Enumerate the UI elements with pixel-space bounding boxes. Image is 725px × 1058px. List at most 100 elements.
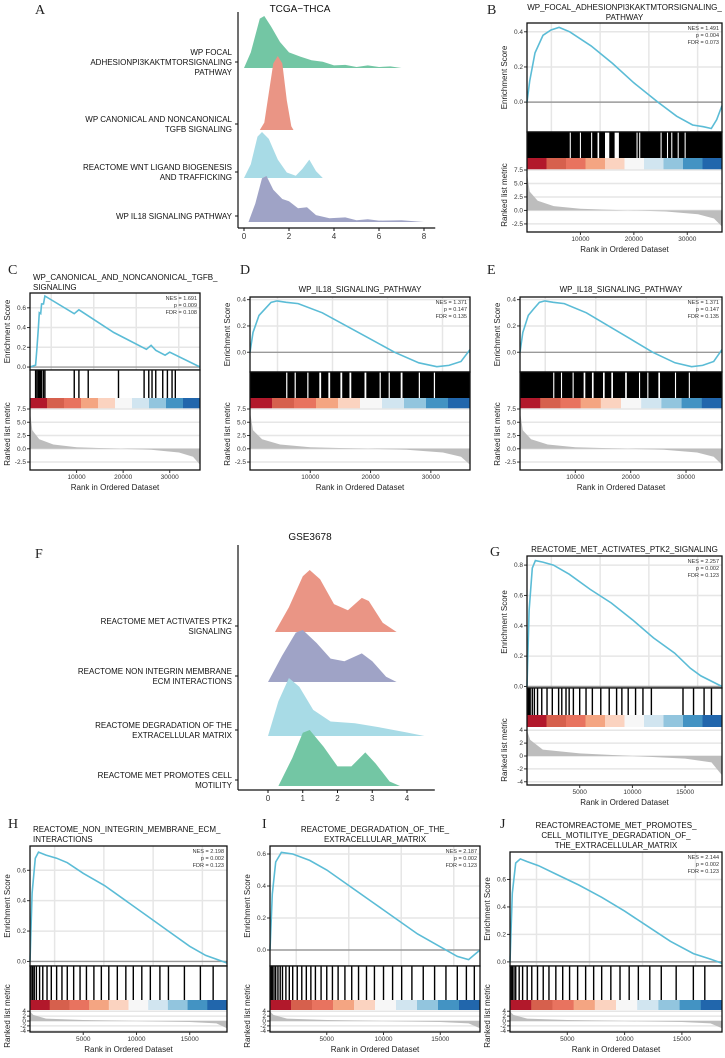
y-tick-label: 0.4 [514, 623, 523, 630]
y-tick-label: 0.0 [17, 364, 26, 371]
chart-title: WP_FOCAL_ADHESIONPI3KAKTMTORSIGNALING_ [527, 3, 722, 12]
x-tick-label: 30000 [161, 474, 179, 481]
es-plot-area [527, 556, 722, 688]
barcode-gap [614, 132, 619, 158]
panel-D: D WP_IL18_SIGNALING_PATHWAY 0.0 0.2 0.4 NES =… [223, 263, 471, 492]
y-tick-label: 0.2 [507, 323, 516, 330]
category-label: REACTOME MET ACTIVATES PTK2 [101, 617, 233, 626]
x-tick-label: 4 [332, 232, 337, 241]
colorbar-segment [566, 158, 586, 170]
ranked-metric-area [250, 411, 470, 465]
ridge-density [244, 16, 402, 68]
x-tick-label: 30000 [422, 474, 440, 481]
barcode-gap [611, 372, 613, 398]
es-plot-area [270, 846, 480, 966]
chart-title: CELL_MOTILITYE_DEGRADATION_OF_ [541, 831, 691, 840]
ridge-density [268, 630, 397, 682]
barcode-gap [569, 132, 571, 158]
y-tick-label: 0.2 [514, 64, 523, 71]
colorbar-segment [404, 398, 427, 409]
panel-label: B [487, 3, 496, 18]
barcode-gap [583, 372, 586, 398]
colorbar-segment [30, 398, 48, 409]
colorbar-segment [600, 398, 622, 409]
chart-title: TCGA−THCA [270, 4, 331, 15]
x-tick-label: 20000 [114, 474, 132, 481]
barcode-gap [597, 132, 600, 158]
x-tick-label: 10000 [127, 1036, 145, 1043]
lower-frame [526, 131, 723, 233]
chart-title: PATHWAY [606, 13, 644, 22]
enrichment-curve [29, 294, 201, 368]
y-tick-label: 0 [519, 753, 523, 760]
x-tick-label: 6 [377, 232, 382, 241]
barcode-gap [671, 132, 673, 158]
barcode-gap [319, 372, 322, 398]
y-tick-label: 0.0 [514, 207, 523, 214]
colorbar-segment [333, 1000, 355, 1010]
barcode-gap [660, 132, 662, 158]
y-axis-title-ranked: Ranked list metric [243, 984, 252, 1048]
colorbar-segment [207, 1000, 228, 1010]
y-axis-title-ranked: Ranked list metric [3, 402, 12, 466]
y-tick-label: 0.0 [17, 958, 26, 965]
colorbar-segment [98, 398, 116, 409]
panel-B: B WP_FOCAL_ADHESIONPI3KAKTMTORSIGNALING_P… [487, 3, 723, 254]
colorbar-segment [641, 398, 662, 409]
chart-title: WP_IL18_SIGNALING_PATHWAY [560, 285, 684, 294]
barcode-gap [688, 372, 690, 398]
panel-label: C [8, 263, 17, 278]
y-tick-label: 0.0 [507, 349, 516, 356]
panel-A: A TCGA−THCA 0 2 4 6 8 WP FOCALADHESIONPI3KAKTMT… [35, 3, 436, 241]
panel-label: G [490, 545, 500, 560]
y-tick-label: 2 [502, 1013, 506, 1020]
ridge-density [278, 730, 401, 786]
x-tick-label: 10000 [566, 474, 584, 481]
x-axis-title: Rank in Ordered Dataset [331, 1045, 420, 1054]
ranked-metric-area [30, 1011, 227, 1029]
colorbar-segment [187, 1000, 208, 1010]
colorbar-segment [183, 398, 201, 409]
stat-label: p = 0.009 [174, 303, 197, 309]
x-tick-label: 0 [266, 794, 271, 803]
x-tick-label: 8 [422, 232, 427, 241]
y-tick-label: 4 [519, 727, 523, 734]
colorbar-segment [605, 715, 625, 727]
y-tick-label: 0.6 [17, 867, 26, 874]
y-tick-label: 0.4 [237, 297, 246, 304]
y-axis-title-ranked: Ranked list metric [493, 402, 502, 466]
y-tick-label: -4 [260, 1028, 266, 1035]
category-label: WP FOCAL [190, 48, 232, 57]
colorbar-segment [644, 158, 664, 170]
y-axis-title-ranked: Ranked list metric [223, 402, 232, 466]
stat-label: NES = 2.257 [688, 559, 719, 565]
category-label: WP CANONICAL AND NONCANONICAL [85, 115, 232, 124]
category-label: WP IL18 SIGNALING PATHWAY [116, 212, 233, 221]
colorbar-segment [375, 1000, 397, 1010]
enrichment-curve [269, 851, 481, 961]
colorbar-segment [382, 398, 405, 409]
x-tick-label: 2 [335, 794, 340, 803]
y-axis-title: Enrichment Score [3, 299, 12, 363]
panel-label: E [487, 263, 496, 278]
y-tick-label: 4 [262, 1008, 266, 1015]
chart-title: REACTOME_NON_INTEGRIN_MEMBRANE_ECM_ [33, 825, 221, 834]
ranked-metric-area [270, 1011, 480, 1029]
lower-frame [29, 369, 201, 471]
category-label: MOTILITY [195, 781, 233, 790]
colorbar-segment [702, 715, 723, 727]
ranked-metric-area [510, 1011, 722, 1029]
stat-label: p = 0.147 [444, 307, 467, 313]
barcode-gap [658, 372, 661, 398]
x-tick-label: 10000 [571, 236, 589, 243]
es-plot-area [30, 846, 227, 966]
y-tick-label: 2.5 [507, 433, 516, 440]
category-label: SIGNALING [188, 627, 232, 636]
ranked-metric-area [527, 172, 722, 227]
y-tick-label: 0.6 [17, 305, 26, 312]
colorbar-segment [108, 1000, 129, 1010]
y-tick-label: 0.8 [514, 562, 523, 569]
panel-C: C WP_CANONICAL_AND_NONCANONICAL_TGFB_SIGN… [3, 263, 218, 492]
hit-barcode [527, 132, 722, 158]
stat-label: p = 0.004 [696, 33, 719, 39]
